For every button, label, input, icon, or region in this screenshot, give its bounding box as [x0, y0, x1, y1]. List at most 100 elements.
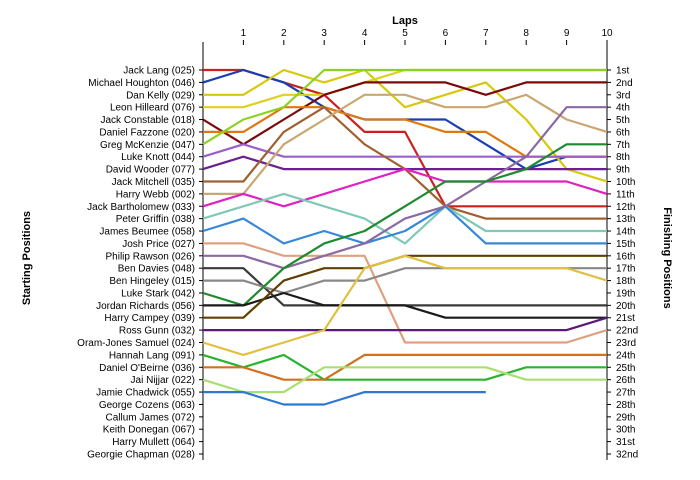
- starting-position-label: Josh Price (027): [122, 239, 195, 250]
- x-tick-label: 1: [241, 28, 247, 39]
- series-line: [202, 192, 607, 245]
- starting-position-label: Jordan Richards (056): [96, 301, 195, 312]
- x-tick-label: 8: [523, 28, 529, 39]
- series-line: [202, 254, 608, 356]
- x-tick-label: 2: [281, 28, 287, 39]
- finishing-position-label: 2nd: [616, 78, 633, 89]
- starting-position-label: Daniel O'Beirne (036): [99, 363, 195, 374]
- finishing-position-label: 1st: [616, 66, 630, 77]
- finishing-position-label: 32nd: [616, 450, 638, 461]
- finishing-position-label: 6th: [616, 127, 630, 138]
- starting-position-label: Jamie Chadwick (055): [96, 388, 195, 399]
- series-line: [203, 106, 607, 270]
- finishing-position-label: 5th: [616, 115, 630, 126]
- finishing-position-label: 31st: [616, 437, 635, 448]
- finishing-position-label: 8th: [616, 152, 630, 163]
- series-line: [202, 68, 607, 146]
- finishing-position-label: 14th: [616, 227, 635, 238]
- series-line: [203, 391, 486, 406]
- finishing-position-label: 11th: [616, 189, 635, 200]
- starting-position-label: Jack Bartholomew (033): [87, 202, 195, 213]
- starting-position-label: Dan Kelly (029): [126, 90, 195, 101]
- series-line: [203, 267, 607, 295]
- starting-position-label: David Wooder (077): [106, 165, 195, 176]
- starting-position-label: Jack Constable (018): [101, 115, 196, 126]
- starting-position-label: Michael Houghton (046): [88, 78, 195, 89]
- series-line: [202, 143, 607, 158]
- x-tick-label: 3: [321, 28, 327, 39]
- series-lines: [202, 68, 608, 406]
- axes: 1 2 3 4 5 6 7 8 9 10 Jack Lang (025)Michael Hought…: [77, 28, 638, 461]
- starting-position-label: Harry Mullett (064): [112, 437, 195, 448]
- finishing-position-label: 9th: [616, 165, 630, 176]
- starting-position-label: Jack Mitchell (035): [112, 177, 195, 188]
- series-line: [203, 68, 608, 183]
- starting-position-label: Jai Nijjar (022): [131, 375, 195, 386]
- finishing-position-label: 29th: [616, 412, 635, 423]
- series-line: [203, 242, 608, 344]
- series-line: [202, 143, 607, 307]
- finishing-position-label: 12th: [616, 202, 635, 213]
- starting-position-label: Harry Webb (002): [116, 189, 195, 200]
- finishing-position-label: 13th: [616, 214, 635, 225]
- right-axis-title: Finishing Positions: [661, 207, 673, 308]
- starting-position-label: Ben Hingeley (015): [109, 276, 195, 287]
- series-line: [203, 316, 608, 332]
- left-axis-title: Starting Positions: [21, 211, 33, 305]
- finishing-position-label: 30th: [616, 425, 635, 436]
- finishing-position-label: 7th: [616, 140, 630, 151]
- finishing-position-label: 10th: [616, 177, 635, 188]
- finishing-position-label: 23rd: [616, 338, 636, 349]
- starting-position-label: James Beumee (058): [99, 227, 195, 238]
- starting-position-label: Philip Rawson (026): [106, 251, 196, 262]
- finishing-position-label: 17th: [616, 264, 635, 275]
- finishing-position-label: 16th: [616, 251, 635, 262]
- finishing-position-label: 15th: [616, 239, 635, 250]
- starting-position-label: Leon Hilleard (076): [110, 103, 195, 114]
- x-tick-label: 10: [601, 28, 613, 39]
- finishing-position-label: 28th: [616, 400, 635, 411]
- x-tick-label: 4: [362, 28, 368, 39]
- finishing-position-label: 26th: [616, 375, 635, 386]
- series-line: [202, 205, 607, 245]
- finishing-position-label: 3rd: [616, 90, 630, 101]
- starting-position-label: Georgie Chapman (028): [87, 450, 195, 461]
- starting-position-label: Keith Donegan (067): [103, 425, 195, 436]
- x-tick-label: 5: [402, 28, 408, 39]
- starting-position-label: Oram-Jones Samuel (024): [77, 338, 195, 349]
- x-tick-label: 7: [483, 28, 489, 39]
- starting-position-label: Peter Griffin (038): [116, 214, 195, 225]
- series-line: [202, 366, 607, 394]
- finishing-position-label: 27th: [616, 388, 635, 399]
- chart-title: Laps: [392, 15, 418, 27]
- series-line: [203, 353, 607, 381]
- finishing-position-label: 22nd: [616, 326, 638, 337]
- starting-position-label: Ben Davies (048): [118, 264, 195, 275]
- starting-position-label: Harry Campey (039): [104, 313, 195, 324]
- series-line: [202, 168, 608, 208]
- starting-position-label: George Cozens (063): [99, 400, 195, 411]
- x-tick-label: 9: [564, 28, 570, 39]
- x-tick-label: 6: [443, 28, 449, 39]
- starting-position-label: Luke Stark (042): [121, 288, 195, 299]
- starting-position-label: Jack Lang (025): [123, 66, 195, 77]
- finishing-position-label: 24th: [616, 350, 635, 361]
- starting-position-label: Ross Gunn (032): [119, 326, 195, 337]
- finishing-position-label: 18th: [616, 276, 635, 287]
- series-line: [203, 93, 608, 195]
- series-line: [203, 68, 607, 208]
- starting-position-label: Luke Knott (044): [121, 152, 195, 163]
- finishing-position-label: 4th: [616, 103, 630, 114]
- starting-position-label: Hannah Lang (091): [109, 350, 195, 361]
- series-line: [202, 81, 607, 146]
- series-line: [202, 353, 607, 381]
- finishing-position-label: 19th: [616, 288, 635, 299]
- finishing-position-label: 21st: [616, 313, 635, 324]
- starting-position-label: Callum James (072): [106, 412, 195, 423]
- series-line: [203, 291, 607, 319]
- starting-position-label: Daniel Fazzone (020): [99, 127, 195, 138]
- finishing-position-label: 25th: [616, 363, 635, 374]
- finishing-position-label: 20th: [616, 301, 635, 312]
- starting-position-label: Greg McKenzie (047): [100, 140, 195, 151]
